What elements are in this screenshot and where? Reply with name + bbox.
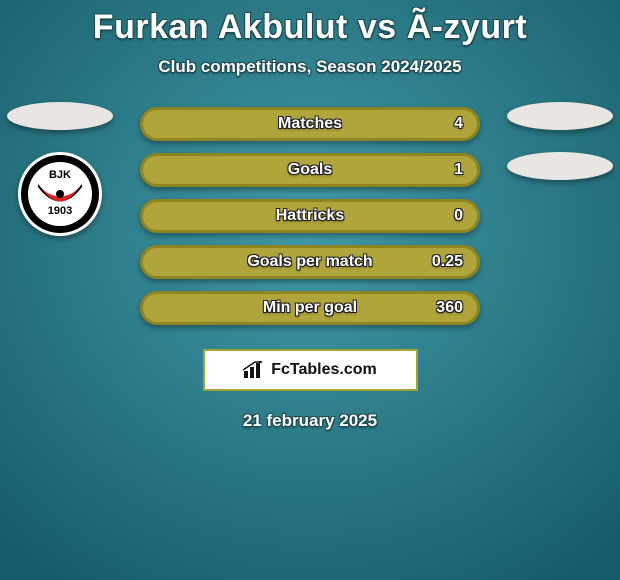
stat-bar-value: 360: [436, 299, 463, 317]
left-column: BJK 1903: [0, 102, 120, 236]
stat-bar-value: 1: [454, 161, 463, 179]
stat-bar-label: Goals per match: [247, 253, 372, 271]
brand-box: FcTables.com: [203, 349, 418, 391]
stats-area: BJK 1903 Matches 4 Goals 1 Hattricks 0 Goals p…: [0, 107, 620, 325]
stat-bar: Goals per match 0.25: [140, 245, 480, 279]
stat-bar-value: 0.25: [432, 253, 463, 271]
footer-date: 21 february 2025: [0, 411, 620, 431]
svg-text:1903: 1903: [48, 205, 72, 217]
stat-bar: Matches 4: [140, 107, 480, 141]
stat-bar-value: 4: [454, 115, 463, 133]
stat-bar: Goals 1: [140, 153, 480, 187]
page-title: Furkan Akbulut vs Ã-zyurt: [0, 0, 620, 47]
page-subtitle: Club competitions, Season 2024/2025: [0, 57, 620, 77]
club-logo-left: BJK 1903: [18, 152, 102, 236]
stat-bar-label: Min per goal: [263, 299, 357, 317]
stat-bar-label: Hattricks: [276, 207, 344, 225]
brand-label: FcTables.com: [271, 361, 377, 379]
besiktas-logo-icon: BJK 1903: [20, 154, 100, 234]
stat-bars: Matches 4 Goals 1 Hattricks 0 Goals per match 0…: [140, 107, 480, 325]
stat-bar: Min per goal 360: [140, 291, 480, 325]
stat-bar-label: Goals: [288, 161, 332, 179]
stat-bar-value: 0: [454, 207, 463, 225]
right-column: [500, 102, 620, 180]
bars-icon: [243, 361, 265, 379]
stat-bar-label: Matches: [278, 115, 342, 133]
player-oval-left: [7, 102, 113, 130]
player-oval-right-2: [507, 152, 613, 180]
stat-bar: Hattricks 0: [140, 199, 480, 233]
player-oval-right-1: [507, 102, 613, 130]
svg-text:BJK: BJK: [49, 169, 71, 181]
